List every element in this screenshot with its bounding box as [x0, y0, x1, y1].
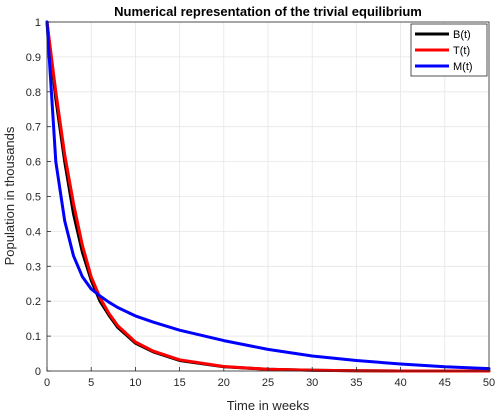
y-tick-label: 0.5 [26, 192, 41, 204]
x-tick-label: 30 [306, 377, 318, 389]
axis-ticks: 0 5 10 15 20 25 30 35 40 45 50 0 0.1 0.2 0.3 0.4 0.5 0.6 0… [26, 17, 495, 389]
x-tick-label: 50 [483, 377, 495, 389]
y-tick-label: 0.3 [26, 261, 41, 273]
x-tick-label: 10 [129, 377, 141, 389]
y-tick-label: 0.1 [26, 331, 41, 343]
y-tick-label: 0.8 [26, 87, 41, 99]
x-tick-label: 5 [88, 377, 94, 389]
y-tick-label: 0.6 [26, 157, 41, 169]
y-tick-label: 0.9 [26, 52, 41, 64]
chart-title: Numerical representation of the trivial … [114, 4, 422, 19]
legend: B(t) T(t) M(t) [410, 23, 488, 77]
x-tick-label: 0 [44, 377, 50, 389]
legend-label: M(t) [453, 61, 473, 73]
x-tick-label: 15 [173, 377, 185, 389]
y-tick-label: 0.4 [26, 226, 41, 238]
x-tick-label: 45 [439, 377, 451, 389]
y-tick-label: 1 [35, 17, 41, 29]
legend-label: T(t) [453, 45, 470, 57]
y-axis-label: Population in thousands [2, 126, 17, 265]
y-tick-label: 0 [35, 366, 41, 378]
legend-label: B(t) [453, 29, 471, 41]
x-tick-label: 35 [350, 377, 362, 389]
series-line-m-t [45, 20, 491, 371]
x-tick-label: 25 [262, 377, 274, 389]
x-tick-label: 40 [394, 377, 406, 389]
y-tick-label: 0.7 [26, 122, 41, 134]
y-tick-label: 0.2 [26, 296, 41, 308]
x-axis-label: Time in weeks [227, 398, 310, 413]
x-tick-label: 20 [218, 377, 230, 389]
